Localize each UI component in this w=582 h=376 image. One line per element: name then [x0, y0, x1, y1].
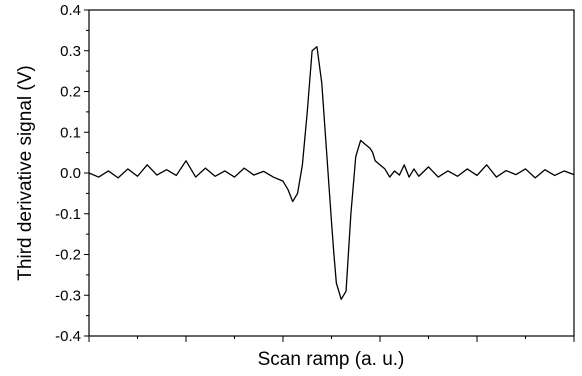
y-tick-label: -0.3: [55, 287, 81, 304]
series-line: [88, 46, 575, 300]
y-tick-label: 0.2: [60, 84, 81, 101]
y-axis-title: Third derivative signal (V): [15, 65, 36, 280]
y-tick-label: 0.0: [60, 165, 81, 182]
y-tick-label: -0.2: [55, 247, 81, 264]
y-axis-tick-labels: 0.4 0.3 0.2 0.1 0.0 -0.1 -0.2 -0.3 -0.4: [55, 2, 81, 345]
y-tick-label: 0.3: [60, 43, 81, 60]
y-tick-label: 0.1: [60, 124, 81, 141]
y-tick-label: 0.4: [60, 2, 81, 19]
y-axis-ticks: [84, 9, 89, 337]
x-axis-ticks: [88, 336, 575, 342]
y-tick-label: -0.4: [55, 328, 81, 345]
y-tick-label: -0.1: [55, 206, 81, 223]
x-axis-title: Scan ramp (a. u.): [258, 349, 405, 370]
